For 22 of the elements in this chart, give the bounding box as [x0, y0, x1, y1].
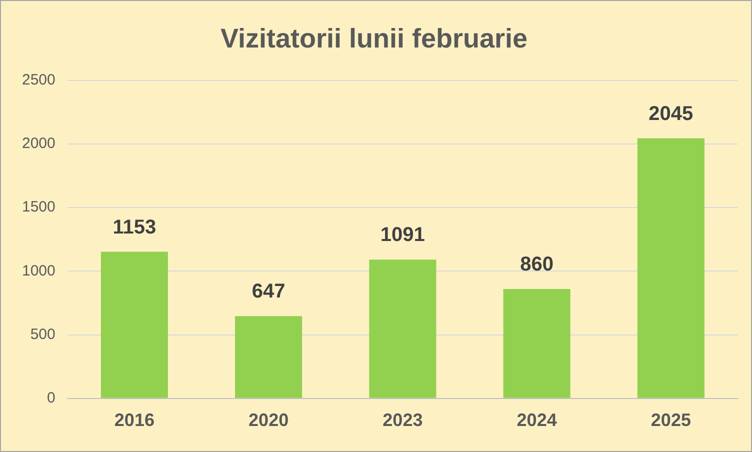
x-tick-label: 2016 — [114, 410, 154, 430]
bar — [235, 316, 302, 398]
y-tick-label: 0 — [47, 390, 56, 407]
bar — [369, 260, 436, 398]
x-tick-label: 2025 — [650, 410, 691, 430]
x-tick-label: 2024 — [516, 410, 557, 430]
data-label: 1153 — [112, 216, 156, 238]
data-label: 1091 — [380, 224, 425, 246]
bar — [503, 289, 570, 398]
y-tick-label: 2500 — [22, 72, 56, 89]
bar — [637, 138, 704, 398]
y-tick-label: 500 — [30, 326, 56, 343]
data-label: 2045 — [648, 102, 694, 125]
chart-title: Vizitatorii lunii februarie — [220, 24, 528, 54]
data-label: 647 — [252, 280, 286, 303]
data-label: 860 — [520, 254, 554, 276]
y-tick-label: 1000 — [22, 262, 56, 280]
y-tick-label: 1500 — [22, 198, 56, 216]
x-tick-label: 2023 — [382, 410, 423, 430]
y-tick-label: 2000 — [22, 135, 56, 152]
bar — [100, 252, 168, 398]
x-tick-label: 2020 — [248, 410, 289, 430]
